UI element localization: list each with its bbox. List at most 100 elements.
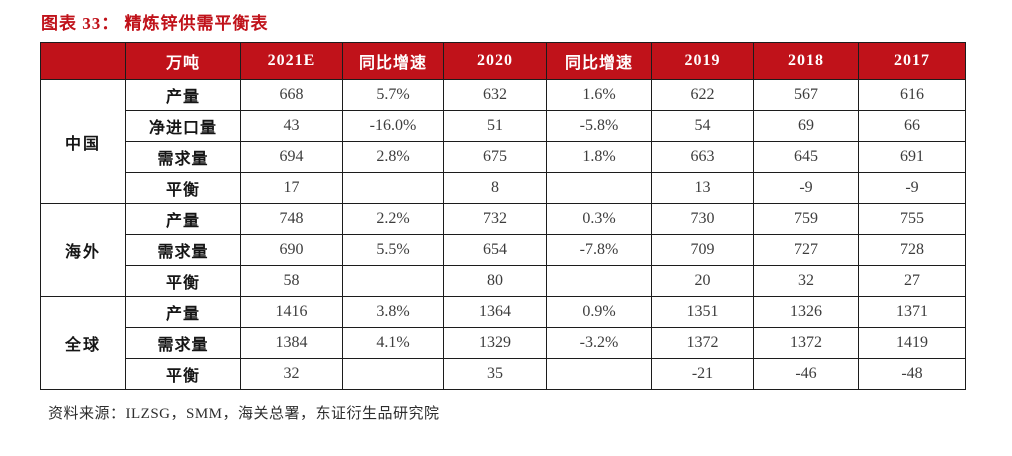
cell-value: 2.8%: [342, 141, 444, 173]
header-cell-yoy-2021: 同比增速: [342, 42, 444, 80]
header-cell-2019: 2019: [651, 42, 754, 80]
header-cell-group: [40, 42, 126, 80]
header-cell-2018: 2018: [753, 42, 859, 80]
row-label: 平衡: [125, 265, 241, 297]
table-row: 全球 产量 1416 3.8% 1364 0.9% 1351 1326 1371: [40, 296, 966, 390]
cell-value: 1372: [651, 327, 754, 359]
header-cell-unit: 万吨: [125, 42, 241, 80]
cell-value: -46: [753, 358, 859, 390]
cell-value: 5.5%: [342, 234, 444, 266]
table-row: 净进口量 43 -16.0% 51 -5.8% 54 69 66: [41, 110, 966, 142]
table-row: 海外 产量 748 2.2% 732 0.3% 730 759 755: [40, 203, 966, 297]
row-label: 需求量: [125, 327, 241, 359]
cell-value: 728: [858, 234, 966, 266]
group-label-global: 全球: [40, 296, 126, 390]
table-row: 需求量 694 2.8% 675 1.8% 663 645 691: [41, 141, 966, 173]
cell-value: 20: [651, 265, 754, 297]
cell-value: 32: [240, 358, 343, 390]
header-cell-2020: 2020: [443, 42, 547, 80]
cell-value: 567: [753, 79, 859, 111]
row-label: 平衡: [125, 172, 241, 204]
cell-value: 43: [240, 110, 343, 142]
header-cell-2021e: 2021E: [240, 42, 343, 80]
cell-value: 1416: [240, 296, 343, 328]
cell-value: [546, 358, 652, 390]
header-row: 万吨 2021E 同比增速 2020 同比增速 2019 2018 2017: [40, 42, 966, 80]
cell-value: -5.8%: [546, 110, 652, 142]
table-header: 万吨 2021E 同比增速 2020 同比增速 2019 2018 2017: [40, 42, 966, 80]
cell-value: 622: [651, 79, 754, 111]
cell-value: 709: [651, 234, 754, 266]
cell-value: -3.2%: [546, 327, 652, 359]
cell-value: 668: [240, 79, 343, 111]
cell-value: 1351: [651, 296, 754, 328]
cell-value: 1.8%: [546, 141, 652, 173]
cell-value: 730: [651, 203, 754, 235]
cell-value: [342, 265, 444, 297]
cell-value: [546, 172, 652, 204]
row-label: 产量: [125, 79, 241, 111]
zinc-balance-table: 万吨 2021E 同比增速 2020 同比增速 2019 2018 2017 中…: [40, 42, 966, 390]
row-label: 产量: [125, 296, 241, 328]
cell-value: 1.6%: [546, 79, 652, 111]
cell-value: 645: [753, 141, 859, 173]
row-label: 净进口量: [125, 110, 241, 142]
cell-value: 1419: [858, 327, 966, 359]
cell-value: 632: [443, 79, 547, 111]
cell-value: 8: [443, 172, 547, 204]
cell-value: 32: [753, 265, 859, 297]
table-row: 中国 产量 668 5.7% 632 1.6% 622 567 616: [40, 79, 966, 204]
row-label: 需求量: [125, 234, 241, 266]
cell-value: 2.2%: [342, 203, 444, 235]
cell-value: 69: [753, 110, 859, 142]
cell-value: 17: [240, 172, 343, 204]
cell-value: 1384: [240, 327, 343, 359]
cell-value: -7.8%: [546, 234, 652, 266]
cell-value: [342, 172, 444, 204]
table-row: 平衡 32 35 -21 -46 -48: [41, 358, 966, 390]
cell-value: 0.9%: [546, 296, 652, 328]
cell-value: -9: [858, 172, 966, 204]
cell-value: -48: [858, 358, 966, 390]
row-label: 需求量: [125, 141, 241, 173]
cell-value: 616: [858, 79, 966, 111]
cell-value: 1364: [443, 296, 547, 328]
cell-value: 35: [443, 358, 547, 390]
cell-value: 66: [858, 110, 966, 142]
cell-value: [546, 265, 652, 297]
table-row: 平衡 17 8 13 -9 -9: [41, 172, 966, 204]
cell-value: 755: [858, 203, 966, 235]
cell-value: -16.0%: [342, 110, 444, 142]
cell-value: 58: [240, 265, 343, 297]
group-label-china: 中国: [40, 79, 126, 204]
figure-title: 图表 33： 精炼锌供需平衡表: [41, 14, 269, 33]
cell-value: 675: [443, 141, 547, 173]
cell-value: 727: [753, 234, 859, 266]
cell-value: 694: [240, 141, 343, 173]
table-row: 需求量 1384 4.1% 1329 -3.2% 1372 1372 1419: [41, 327, 966, 359]
cell-value: 732: [443, 203, 547, 235]
cell-value: 1329: [443, 327, 547, 359]
cell-value: 1372: [753, 327, 859, 359]
cell-value: 691: [858, 141, 966, 173]
table-row: 平衡 58 80 20 32 27: [41, 265, 966, 297]
cell-value: 1326: [753, 296, 859, 328]
cell-value: 654: [443, 234, 547, 266]
cell-value: 5.7%: [342, 79, 444, 111]
row-label: 产量: [125, 203, 241, 235]
cell-value: -9: [753, 172, 859, 204]
group-label-overseas: 海外: [40, 203, 126, 297]
table-row: 需求量 690 5.5% 654 -7.8% 709 727 728: [41, 234, 966, 266]
cell-value: 80: [443, 265, 547, 297]
cell-value: 0.3%: [546, 203, 652, 235]
cell-value: 759: [753, 203, 859, 235]
cell-value: 54: [651, 110, 754, 142]
cell-value: 748: [240, 203, 343, 235]
cell-value: 27: [858, 265, 966, 297]
row-label: 平衡: [125, 358, 241, 390]
cell-value: -21: [651, 358, 754, 390]
header-cell-2017: 2017: [858, 42, 966, 80]
cell-value: 13: [651, 172, 754, 204]
cell-value: [342, 358, 444, 390]
